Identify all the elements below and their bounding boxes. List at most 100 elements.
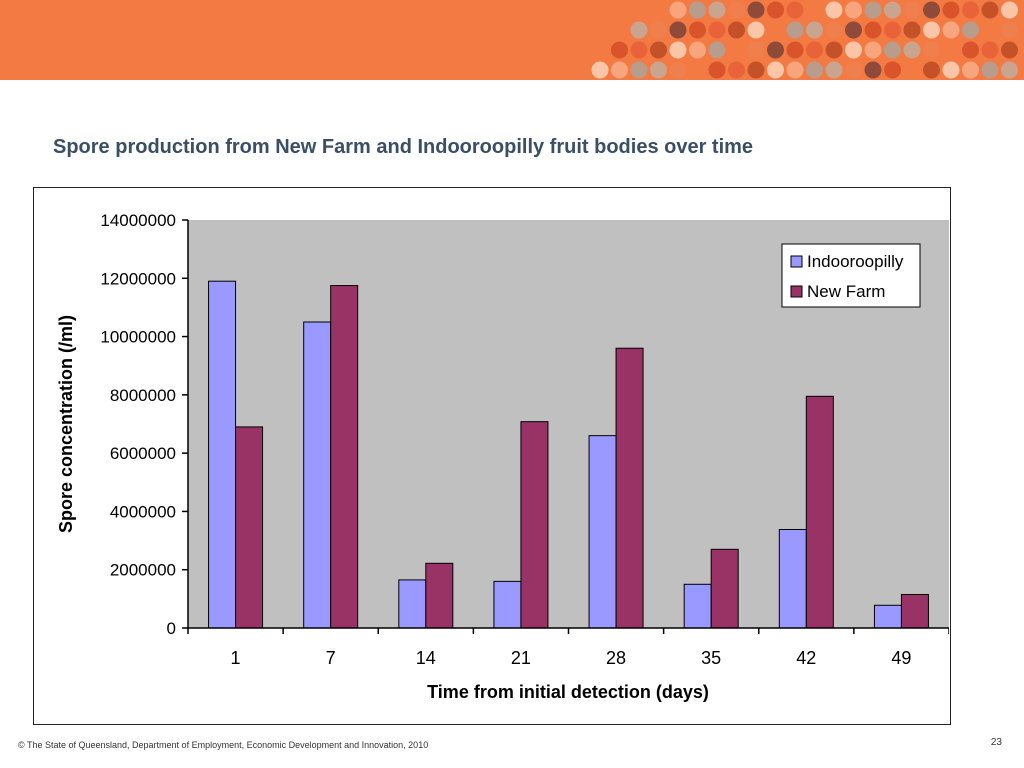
decorative-dot — [962, 41, 979, 59]
legend-box — [781, 243, 921, 308]
y-tick-label: 12000000 — [100, 269, 176, 288]
bar-indooroopilly-day-21 — [493, 580, 522, 629]
y-axis-ticks: 0 2000000 4000000 6000000 8000000 10000000 120… — [100, 211, 188, 638]
decorative-dot — [806, 21, 823, 39]
decorative-dot — [1001, 41, 1018, 59]
decorative-dot — [708, 61, 726, 79]
bar-new-farm-day-35 — [710, 548, 739, 629]
decorative-dot — [630, 21, 648, 39]
decorative-dot — [962, 1, 979, 19]
page-number: 23 — [990, 737, 1002, 748]
decorative-dot — [962, 21, 979, 39]
decorative-dot — [864, 61, 882, 79]
decorative-dot — [747, 21, 765, 39]
y-tick-label: 2000000 — [110, 561, 176, 580]
legend-label-indooroopilly: Indooroopilly — [807, 252, 904, 271]
decorative-dot — [884, 21, 901, 39]
legend-swatch-indooroopilly — [790, 255, 803, 268]
decorative-dot — [942, 21, 960, 39]
decorative-dot — [825, 41, 843, 59]
decorative-dot — [884, 41, 901, 59]
decorative-dot — [884, 61, 901, 79]
decorative-dot — [708, 21, 726, 39]
x-tick-label: 21 — [511, 648, 531, 668]
decorative-dot — [708, 41, 726, 59]
decorative-dot — [786, 61, 804, 79]
bar-new-farm-day-14 — [425, 562, 454, 629]
decorative-dot — [825, 61, 843, 79]
decorative-dot — [864, 41, 882, 59]
x-axis-ticks: 1 7 14 21 28 35 42 49 — [187, 628, 949, 668]
bar-indooroopilly-day-7 — [303, 321, 332, 629]
decorative-dot — [786, 21, 804, 39]
decorative-dot — [689, 1, 706, 19]
decorative-dot — [611, 41, 628, 59]
bar-new-farm-day-42 — [805, 395, 834, 629]
decorative-dot — [1001, 1, 1018, 19]
decorative-dot — [708, 1, 726, 19]
decorative-dot — [767, 41, 784, 59]
copyright-footer: © The State of Queensland, Department of… — [18, 740, 429, 750]
decorative-dot — [981, 61, 999, 79]
bar-new-farm-day-7 — [330, 285, 359, 629]
decorative-dot — [767, 61, 784, 79]
decorative-dot — [650, 61, 667, 79]
decorative-dot — [845, 1, 862, 19]
decorative-dot — [728, 21, 745, 39]
decorative-dot — [981, 1, 999, 19]
decorative-dot — [669, 41, 687, 59]
decorative-dot — [1001, 21, 1018, 39]
bar-indooroopilly-day-14 — [398, 579, 427, 629]
decorative-dot — [747, 41, 765, 59]
decorative-dot — [903, 41, 921, 59]
decorative-dot — [845, 61, 862, 79]
decorative-dot — [825, 1, 843, 19]
decorative-dot — [845, 21, 862, 39]
bar-indooroopilly-day-35 — [683, 583, 712, 629]
x-axis-label: Time from initial detection (days) — [427, 682, 709, 702]
legend-label-new-farm: New Farm — [807, 282, 885, 301]
decorative-dot — [864, 21, 882, 39]
decorative-dot — [942, 1, 960, 19]
y-tick-label: 8000000 — [110, 386, 176, 405]
decorative-dot — [689, 21, 706, 39]
decorative-dot-pattern — [591, 1, 1018, 79]
x-tick-label: 42 — [796, 648, 816, 668]
y-tick-label: 0 — [167, 619, 176, 638]
decorative-dot — [728, 1, 745, 19]
bar-new-farm-day-28 — [615, 347, 644, 629]
decorative-dot — [669, 61, 687, 79]
decorative-dot — [864, 1, 882, 19]
decorative-dot — [923, 1, 940, 19]
decorative-dot — [884, 1, 901, 19]
decorative-dot — [903, 21, 921, 39]
decorative-dot — [903, 1, 921, 19]
decorative-dot — [786, 41, 804, 59]
decorative-dot — [747, 1, 765, 19]
decorative-dot — [1001, 61, 1018, 79]
bar-indooroopilly-day-1 — [208, 280, 237, 629]
y-axis-label: Spore concentration (/ml) — [56, 315, 76, 533]
decorative-dot — [923, 61, 940, 79]
decorative-dot — [981, 41, 999, 59]
bar-new-farm-day-21 — [520, 421, 549, 629]
bar-indooroopilly-day-42 — [778, 528, 807, 629]
y-tick-label: 4000000 — [110, 502, 176, 521]
decorative-dot — [942, 61, 960, 79]
x-tick-label: 14 — [416, 648, 436, 668]
decorative-dot — [806, 61, 823, 79]
bar-new-farm-day-1 — [235, 426, 264, 629]
decorative-dot — [825, 21, 843, 39]
decorative-dot — [845, 41, 862, 59]
decorative-dot — [669, 1, 687, 19]
legend-swatch-new-farm — [790, 285, 803, 298]
decorative-dot — [630, 41, 648, 59]
bar-chart: 0 2000000 4000000 6000000 8000000 10000000 120… — [56, 211, 949, 702]
bar-indooroopilly-day-49 — [873, 604, 902, 629]
legend: Indooroopilly New Farm — [781, 243, 921, 308]
bar-indooroopilly-day-28 — [588, 435, 617, 629]
bars-group — [208, 280, 929, 629]
decorative-dot — [650, 21, 667, 39]
decorative-dot — [923, 21, 940, 39]
decorative-dot — [591, 61, 609, 79]
